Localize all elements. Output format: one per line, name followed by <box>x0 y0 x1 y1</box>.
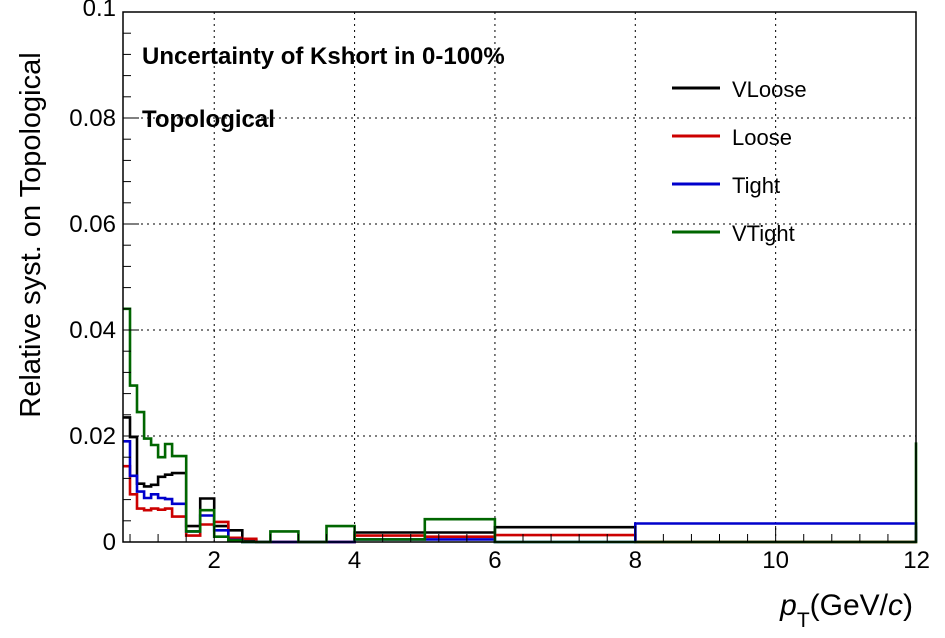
x-axis-label-sub: T <box>797 609 810 632</box>
y-tick-label: 0.06 <box>69 211 116 238</box>
plot-frame <box>122 11 917 543</box>
y-tick-label: 0.02 <box>69 423 116 450</box>
chart-title-line-1: Uncertainty of Kshort in 0-100% <box>142 43 505 70</box>
x-tick-label: 8 <box>629 547 642 574</box>
legend: VLoose Loose Tight VTight <box>672 77 807 246</box>
legend-label-vloose: VLoose <box>732 77 807 102</box>
y-tick-label: 0.08 <box>69 105 116 132</box>
y-axis-label: Relative syst. on Topological <box>15 52 47 417</box>
x-tick-label: 12 <box>903 547 930 574</box>
x-tick-label: 10 <box>762 547 789 574</box>
x-axis-label-unit-pre: (GeV/ <box>810 589 889 622</box>
x-axis-label-p: p <box>779 589 797 622</box>
y-tick-label: 0.1 <box>83 0 116 22</box>
x-tick-label: 4 <box>348 547 361 574</box>
legend-label-loose: Loose <box>732 125 792 150</box>
y-tick-label: 0.04 <box>69 317 116 344</box>
y-tick-label: 0 <box>103 529 116 556</box>
legend-label-tight: Tight <box>732 173 780 198</box>
x-tick-label: 2 <box>208 547 221 574</box>
x-axis-label: pT(GeV/c) <box>779 589 913 632</box>
legend-label-vtight: VTight <box>732 221 795 246</box>
axis-tick-labels: 2 4 6 8 10 12 0 0.02 0.04 0.06 0.08 0.1 <box>69 0 930 574</box>
chart-title-line-2: Topological <box>142 106 275 133</box>
x-tick-label: 6 <box>488 547 501 574</box>
grid-lines <box>123 12 916 542</box>
x-axis-label-unit-post: ) <box>903 589 913 622</box>
axis-ticks <box>123 11 917 543</box>
x-axis-label-unit-var: c <box>888 589 903 622</box>
